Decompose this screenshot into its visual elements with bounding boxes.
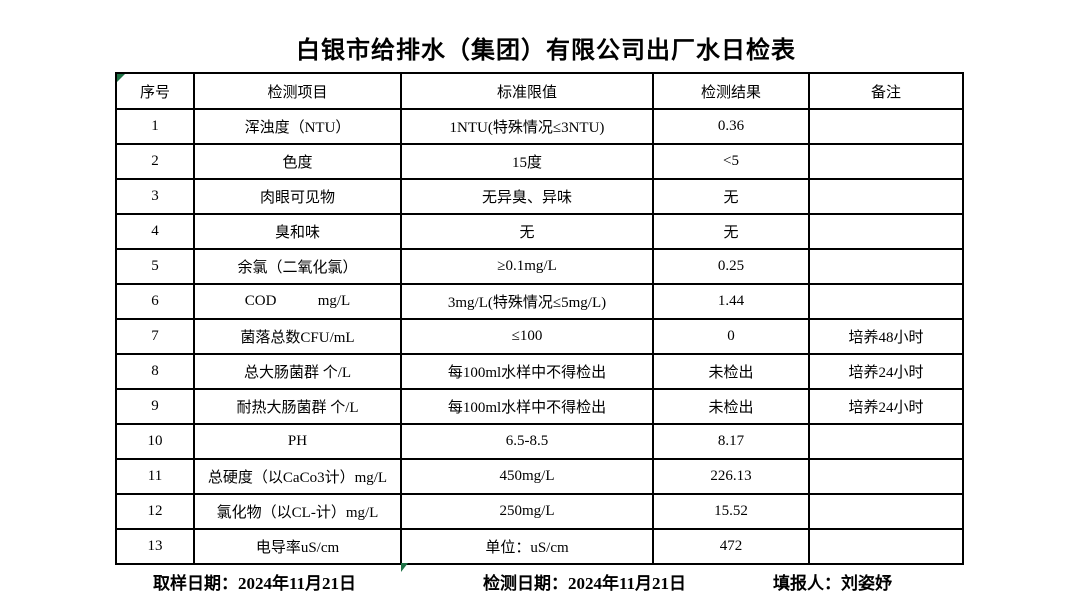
table-cell: 氯化物（以CL-计）mg/L bbox=[193, 493, 402, 530]
table-row: 5 余氯（二氧化氯） ≥0.1mg/L 0.25 bbox=[115, 248, 964, 285]
table-row: 3 肉眼可见物 无异臭、异味无 bbox=[115, 178, 964, 215]
table-cell: 菌落总数CFU/mL bbox=[193, 318, 402, 355]
table-cell bbox=[808, 493, 964, 530]
table-cell: 226.13 bbox=[652, 458, 810, 495]
table-cell: 3mg/L(特殊情况≤5mg/L) bbox=[400, 283, 654, 320]
excel-corner-marker-icon bbox=[117, 74, 125, 82]
table-cell bbox=[808, 283, 964, 320]
table-cell: <5 bbox=[652, 143, 810, 180]
table-row: 10 PH 6.5-8.5 8.17 bbox=[115, 423, 964, 460]
table-cell: 4 bbox=[115, 213, 195, 250]
column-header: 序号 bbox=[115, 72, 195, 110]
table-cell: 单位：uS/cm bbox=[400, 528, 654, 565]
table-cell bbox=[808, 248, 964, 285]
table-cell: 8 bbox=[115, 353, 195, 390]
table-row: 6 COD mg/L 3mg/L(特殊情况≤5mg/L) 1.44 bbox=[115, 283, 964, 320]
table-header-row: 序号 检测项目 标准限值 检测结果 备注 bbox=[115, 72, 964, 110]
table-cell: 无 bbox=[652, 213, 810, 250]
table-cell: 色度 bbox=[193, 143, 402, 180]
table-cell: 培养24小时 bbox=[808, 353, 964, 390]
table-cell: 450mg/L bbox=[400, 458, 654, 495]
table-cell: 未检出 bbox=[652, 353, 810, 390]
table-cell bbox=[808, 178, 964, 215]
column-header: 备注 bbox=[808, 72, 964, 110]
column-header: 检测结果 bbox=[652, 72, 810, 110]
table-row: 4 臭和味无无 bbox=[115, 213, 964, 250]
table-cell: 6 bbox=[115, 283, 195, 320]
table-cell: COD mg/L bbox=[193, 283, 402, 320]
table-cell: 每100ml水样中不得检出 bbox=[400, 353, 654, 390]
table-row: 8 总大肠菌群 个/L 每100ml水样中不得检出 未检出 培养24小时 bbox=[115, 353, 964, 390]
sample-date-label: 取样日期：2024年11月21日 bbox=[153, 574, 357, 593]
table-cell: 3 bbox=[115, 178, 195, 215]
table-cell: 总硬度（以CaCo3计）mg/L bbox=[193, 458, 402, 495]
table-cell: 耐热大肠菌群 个/L bbox=[193, 388, 402, 425]
reporter-label: 填报人：刘姿妤 bbox=[773, 574, 892, 593]
table-cell: 6.5-8.5 bbox=[400, 423, 654, 460]
table-cell: ≤100 bbox=[400, 318, 654, 355]
column-header: 检测项目 bbox=[193, 72, 402, 110]
table-cell: 12 bbox=[115, 493, 195, 530]
table-row: 12 氯化物（以CL-计）mg/L 250mg/L 15.52 bbox=[115, 493, 964, 530]
table-row: 2 色度 15度 <5 bbox=[115, 143, 964, 180]
table-cell: 臭和味 bbox=[193, 213, 402, 250]
table-cell: 250mg/L bbox=[400, 493, 654, 530]
table-cell: 余氯（二氧化氯） bbox=[193, 248, 402, 285]
table-row: 11 总硬度（以CaCo3计）mg/L 450mg/L 226.13 bbox=[115, 458, 964, 495]
table-cell: 每100ml水样中不得检出 bbox=[400, 388, 654, 425]
table-cell bbox=[808, 213, 964, 250]
inspection-table: 序号 检测项目 标准限值 检测结果 备注 1 浑浊度（NTU） 1NTU(特殊情况≤3NTU… bbox=[115, 72, 964, 565]
table-cell: 7 bbox=[115, 318, 195, 355]
table-cell: 无 bbox=[652, 178, 810, 215]
table-cell: 10 bbox=[115, 423, 195, 460]
table-cell: 总大肠菌群 个/L bbox=[193, 353, 402, 390]
table-cell bbox=[808, 458, 964, 495]
table-cell: 0 bbox=[652, 318, 810, 355]
table-cell: 2 bbox=[115, 143, 195, 180]
table-cell: 1NTU(特殊情况≤3NTU) bbox=[400, 108, 654, 145]
table-cell: 13 bbox=[115, 528, 195, 565]
table-cell bbox=[808, 108, 964, 145]
table-cell: 电导率uS/cm bbox=[193, 528, 402, 565]
table-cell: 0.36 bbox=[652, 108, 810, 145]
table-cell: ≥0.1mg/L bbox=[400, 248, 654, 285]
table-cell: 无 bbox=[400, 213, 654, 250]
page-title: 白银市给排水（集团）有限公司出厂水日检表 bbox=[296, 38, 796, 64]
table-cell: 培养24小时 bbox=[808, 388, 964, 425]
table-cell: 5 bbox=[115, 248, 195, 285]
table-cell: 浑浊度（NTU） bbox=[193, 108, 402, 145]
column-header: 标准限值 bbox=[400, 72, 654, 110]
test-date-label: 检测日期：2024年11月21日 bbox=[483, 574, 687, 593]
table-cell: PH bbox=[193, 423, 402, 460]
table-cell bbox=[808, 143, 964, 180]
table-cell: 培养48小时 bbox=[808, 318, 964, 355]
table-cell: 1.44 bbox=[652, 283, 810, 320]
table-cell bbox=[808, 528, 964, 565]
excel-corner-marker-icon bbox=[401, 563, 408, 572]
table-cell bbox=[808, 423, 964, 460]
table-row: 1 浑浊度（NTU） 1NTU(特殊情况≤3NTU) 0.36 bbox=[115, 108, 964, 145]
table-cell: 15度 bbox=[400, 143, 654, 180]
table-cell: 11 bbox=[115, 458, 195, 495]
table-cell: 未检出 bbox=[652, 388, 810, 425]
table-cell: 9 bbox=[115, 388, 195, 425]
table-cell: 15.52 bbox=[652, 493, 810, 530]
table-cell: 0.25 bbox=[652, 248, 810, 285]
table-cell: 无异臭、异味 bbox=[400, 178, 654, 215]
table-cell: 472 bbox=[652, 528, 810, 565]
table-cell: 8.17 bbox=[652, 423, 810, 460]
table-row: 13 电导率uS/cm 单位：uS/cm 472 bbox=[115, 528, 964, 565]
table-cell: 肉眼可见物 bbox=[193, 178, 402, 215]
table-cell: 1 bbox=[115, 108, 195, 145]
table-row: 9 耐热大肠菌群 个/L 每100ml水样中不得检出 未检出 培养24小时 bbox=[115, 388, 964, 425]
table-row: 7 菌落总数CFU/mL ≤100 0 培养48小时 bbox=[115, 318, 964, 355]
